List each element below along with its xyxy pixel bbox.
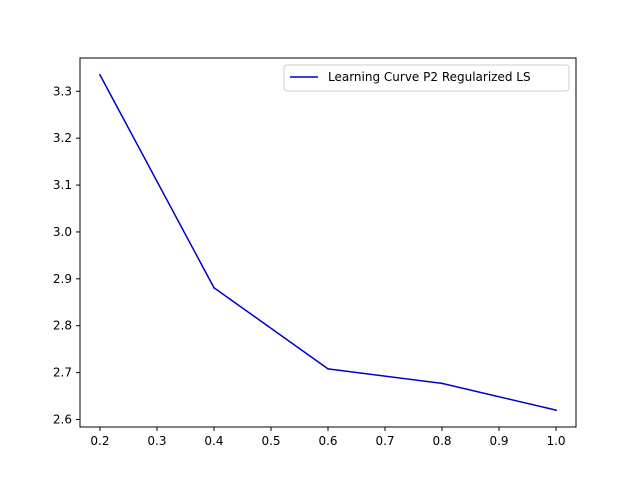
y-tick-label: 2.7	[53, 366, 72, 380]
y-axis-ticks: 2.6 2.7 2.8 2.9 3.0 3.1 3.2 3.3	[53, 84, 80, 426]
x-tick-label: 0.5	[261, 434, 280, 448]
data-point	[441, 382, 443, 385]
legend-label: Learning Curve P2 Regularized LS	[328, 70, 531, 84]
y-tick-label: 2.9	[53, 272, 72, 286]
series-layer	[99, 73, 557, 412]
x-tick-label: 0.2	[90, 434, 109, 448]
y-tick-label: 3.1	[53, 178, 72, 192]
plot-frame	[79, 57, 577, 428]
y-tick-label: 3.2	[53, 131, 72, 145]
y-tick-label: 3.3	[53, 84, 72, 98]
x-tick-label: 1.0	[546, 434, 565, 448]
plot-area	[80, 58, 576, 427]
x-tick-label: 0.3	[147, 434, 166, 448]
x-tick-label: 0.8	[432, 434, 451, 448]
y-tick-label: 2.8	[53, 319, 72, 333]
data-point	[327, 367, 329, 370]
legend-box	[283, 64, 570, 92]
x-tick-label: 0.7	[375, 434, 394, 448]
x-tick-label: 0.4	[204, 434, 223, 448]
data-point	[555, 409, 557, 412]
data-point	[99, 73, 101, 76]
x-axis-ticks: 0.2 0.3 0.4 0.5 0.6 0.7 0.8 0.9 1.0	[90, 427, 566, 448]
y-tick-label: 2.6	[53, 412, 72, 426]
x-tick-label: 0.9	[489, 434, 508, 448]
x-tick-label: 0.6	[318, 434, 337, 448]
y-tick-label: 3.0	[53, 225, 72, 239]
legend: Learning Curve P2 Regularized LS	[283, 64, 570, 92]
data-point	[213, 286, 215, 289]
